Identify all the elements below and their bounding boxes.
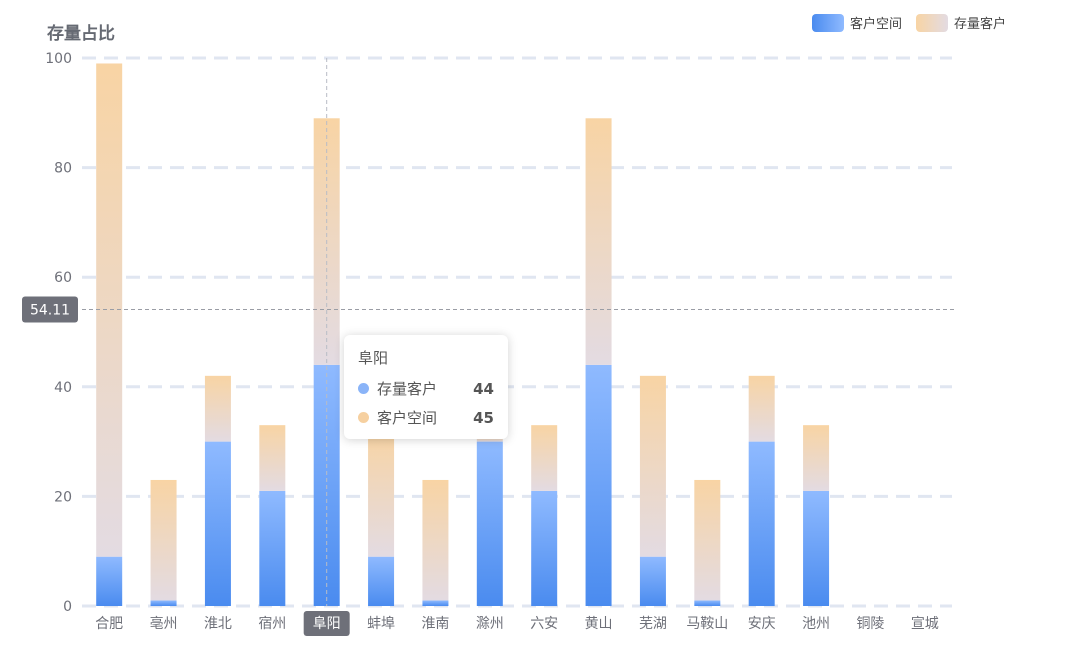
x-tick-label: 池州 bbox=[802, 616, 830, 632]
tooltip-row-value: 44 bbox=[473, 379, 494, 398]
bar-segment-space bbox=[694, 600, 721, 606]
legend-label-space: 客户空间 bbox=[849, 17, 902, 32]
x-tick-label: 淮北 bbox=[204, 616, 232, 632]
bar-segment-space bbox=[531, 490, 558, 606]
legend-label-stock: 存量客户 bbox=[953, 17, 1006, 32]
bar-segment-stock bbox=[96, 63, 123, 557]
y-axis-ticks: 0 20 40 60 80 100 bbox=[45, 51, 72, 615]
legend-swatch-blue bbox=[811, 13, 844, 32]
tooltip-row: 客户空间 45 bbox=[358, 403, 494, 432]
legend: 客户空间 存量客户 bbox=[811, 13, 1006, 32]
bar-segment-space bbox=[476, 441, 503, 606]
x-tick-label: 宣城 bbox=[911, 616, 939, 632]
x-tick-label: 亳州 bbox=[150, 615, 178, 632]
tooltip: 阜阳 存量客户 44 客户空间 45 bbox=[344, 335, 508, 439]
x-tick-label: 安庆 bbox=[748, 616, 776, 632]
y-cursor-label: 54.11 bbox=[30, 302, 70, 318]
y-cursor-label-bg bbox=[22, 296, 78, 323]
tooltip-row-name: 客户空间 bbox=[377, 409, 438, 427]
legend-item-space[interactable]: 客户空间 bbox=[811, 13, 902, 32]
bar-segment-space bbox=[259, 490, 286, 606]
bars bbox=[96, 63, 830, 606]
bar-segment-stock bbox=[150, 479, 177, 601]
y-tick-label: 0 bbox=[63, 599, 72, 615]
x-tick-label: 滁州 bbox=[476, 616, 504, 632]
bar-segment-space bbox=[204, 441, 231, 606]
x-tick-label: 宿州 bbox=[258, 615, 286, 632]
bar-segment-space bbox=[639, 556, 666, 606]
x-tick-label: 合肥 bbox=[95, 616, 123, 632]
tooltip-dot-orange bbox=[358, 412, 369, 423]
legend-swatch-orange bbox=[915, 13, 948, 32]
bar-segment-stock bbox=[531, 425, 558, 491]
bar-segment-space bbox=[150, 600, 177, 606]
tooltip-row: 存量客户 44 bbox=[358, 374, 494, 403]
bar-segment-stock bbox=[585, 118, 612, 365]
bar-segment-stock bbox=[694, 479, 721, 601]
bar-segment-stock bbox=[748, 375, 775, 442]
y-tick-label: 100 bbox=[45, 51, 72, 67]
x-tick-label: 马鞍山 bbox=[686, 616, 728, 632]
x-cursor-label-bg bbox=[303, 611, 350, 636]
x-tick-label: 六安 bbox=[530, 616, 558, 632]
bar-segment-space bbox=[96, 556, 123, 606]
x-tick-label: 铜陵 bbox=[856, 616, 884, 632]
bar-segment-stock bbox=[259, 425, 286, 491]
y-tick-label: 80 bbox=[54, 161, 72, 177]
tooltip-row-name: 存量客户 bbox=[377, 380, 438, 398]
x-tick-label: 淮南 bbox=[421, 616, 449, 632]
y-tick-label: 60 bbox=[54, 270, 72, 286]
y-tick-label: 20 bbox=[54, 489, 72, 505]
x-tick-label: 芜湖 bbox=[639, 615, 667, 632]
bar-segment-space bbox=[803, 490, 830, 606]
bar-segment-stock bbox=[639, 375, 666, 557]
x-tick-label: 黄山 bbox=[585, 615, 613, 632]
x-tick-label: 阜阳 bbox=[313, 615, 341, 632]
x-axis-ticks: 合肥 亳州 淮北 宿州 阜阳 蚌埠 淮南 滁州 六安 黄山 芜湖 马鞍山 安庆 池州 铜陵 宣城 bbox=[95, 611, 939, 636]
bar-segment-stock bbox=[803, 425, 830, 491]
y-tick-label: 40 bbox=[54, 380, 72, 396]
bar-segment-stock bbox=[368, 430, 395, 557]
cursor: 54.11 bbox=[22, 58, 956, 606]
bar-segment-stock bbox=[204, 375, 231, 442]
bar-segment-space bbox=[748, 441, 775, 606]
bar-segment-space bbox=[368, 556, 395, 606]
tooltip-dot-blue bbox=[358, 383, 369, 394]
bar-segment-space bbox=[585, 364, 612, 606]
x-tick-label: 蚌埠 bbox=[367, 615, 395, 632]
bar-segment-space bbox=[422, 600, 449, 606]
chart-title: 存量占比 bbox=[47, 24, 115, 44]
tooltip-title: 阜阳 bbox=[358, 349, 389, 367]
tooltip-row-value: 45 bbox=[473, 408, 494, 427]
bar-segment-stock bbox=[422, 479, 449, 601]
legend-item-stock[interactable]: 存量客户 bbox=[915, 13, 1006, 32]
